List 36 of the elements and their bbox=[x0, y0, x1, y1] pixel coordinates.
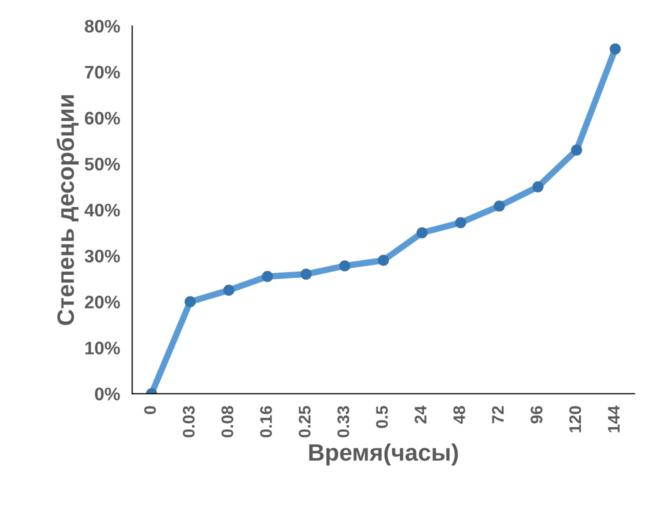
point bbox=[416, 227, 428, 238]
x-tick-label: 0.5 bbox=[376, 406, 388, 428]
point bbox=[300, 268, 312, 280]
point bbox=[339, 260, 350, 272]
x-tick-label: 120 bbox=[569, 406, 582, 432]
y-tick-label: 10% bbox=[85, 342, 120, 354]
x-tick-label: 0 bbox=[144, 406, 156, 414]
point bbox=[571, 144, 582, 156]
y-tick-label: 40% bbox=[84, 204, 120, 217]
x-tick-label: 72 bbox=[492, 406, 504, 424]
point bbox=[494, 200, 505, 212]
point bbox=[262, 270, 274, 282]
point bbox=[223, 284, 234, 296]
x-tick-label: 0.33 bbox=[337, 406, 350, 438]
x-tick-label: 0.08 bbox=[221, 406, 234, 438]
y-axis-title: Степень десорбции bbox=[56, 95, 79, 325]
y-tick-label: 80% bbox=[84, 20, 120, 33]
y-tick-label: 50% bbox=[84, 158, 120, 171]
point bbox=[184, 296, 196, 308]
point bbox=[378, 254, 389, 266]
x-tick-label: 0.16 bbox=[260, 406, 272, 438]
point bbox=[455, 217, 466, 228]
y-tick-label: 30% bbox=[84, 250, 120, 263]
y-tick-label: 60% bbox=[84, 112, 120, 125]
point bbox=[610, 43, 621, 54]
x-tick-label: 48 bbox=[453, 406, 466, 424]
x-tick-label: 24 bbox=[414, 406, 426, 424]
y-tick-label: 0% bbox=[95, 388, 120, 400]
x-tick-label: 144 bbox=[608, 406, 620, 432]
x-tick-label: 0.03 bbox=[182, 406, 195, 438]
y-tick-label: 20% bbox=[84, 296, 120, 308]
x-axis-title: Время(часы) bbox=[309, 443, 458, 466]
x-tick-label: 96 bbox=[530, 406, 542, 424]
point bbox=[532, 181, 544, 192]
y-tick-label: 70% bbox=[85, 66, 120, 79]
x-tick-label: 0.25 bbox=[298, 406, 311, 438]
